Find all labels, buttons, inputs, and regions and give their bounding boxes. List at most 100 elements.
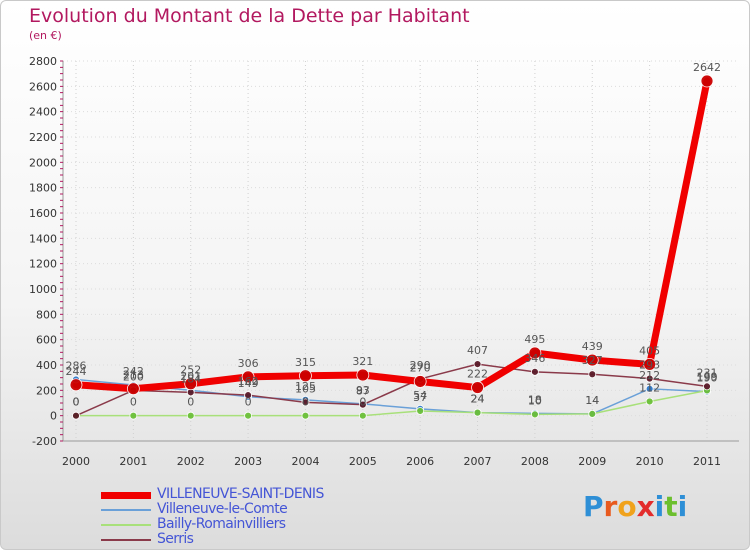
data-point-serris (358, 400, 367, 409)
data-label-villeneuve-le-comte: 24 (471, 393, 485, 406)
y-tick-label: 2000 (29, 156, 57, 169)
data-point-villeneuve-saint-denis (299, 369, 312, 383)
data-point-serris (244, 391, 252, 400)
data-point-villeneuve-saint-denis (126, 382, 140, 396)
y-tick-label: 2200 (29, 131, 57, 144)
data-label-serris: 346 (524, 352, 545, 365)
data-label-serris: 231 (697, 366, 718, 379)
data-point-villeneuve-saint-denis (241, 370, 255, 384)
data-label-villeneuve-saint-denis: 213 (123, 369, 144, 382)
data-label-bailly-romainvilliers: 0 (187, 396, 194, 409)
y-tick-label: 0 (50, 410, 57, 423)
y-tick-label: 1400 (29, 232, 57, 245)
data-label-villeneuve-saint-denis: 439 (582, 340, 603, 353)
x-tick-label: 2004 (291, 455, 319, 468)
legend-swatch-villeneuve-le-comte (101, 509, 151, 511)
legend-label-bailly-romainvilliers: Bailly-Romainvilliers (157, 516, 286, 532)
data-label-serris: 87 (356, 385, 370, 398)
logo-letter: o (617, 490, 637, 523)
data-label-bailly-romainvilliers: 0 (73, 396, 80, 409)
data-label-serris: 327 (582, 354, 603, 367)
data-label-serris: 184 (180, 372, 201, 385)
x-tick-label: 2005 (349, 455, 377, 468)
data-point-bailly-romainvilliers (588, 409, 597, 418)
data-point-villeneuve-saint-denis (184, 377, 198, 391)
logo-letter: t (664, 490, 678, 523)
series-line-villeneuve-saint-denis (72, 77, 711, 393)
data-label-villeneuve-saint-denis: 2642 (693, 61, 721, 74)
x-tick-label: 2002 (177, 455, 205, 468)
x-tick-label: 2008 (521, 455, 549, 468)
data-point-villeneuve-saint-denis (413, 375, 427, 388)
data-point-villeneuve-saint-denis (700, 74, 714, 88)
data-point-bailly-romainvilliers (531, 410, 539, 419)
data-point-serris (703, 382, 711, 391)
x-tick-label: 2009 (578, 455, 606, 468)
series-line-serris (75, 363, 708, 417)
logo-letter: P (583, 490, 604, 523)
y-tick-label: -200 (32, 435, 57, 448)
series-line-bailly-romainvilliers (75, 389, 708, 417)
data-label-serris: 0 (73, 396, 80, 409)
data-label-villeneuve-saint-denis: 244 (66, 365, 87, 378)
data-point-bailly-romainvilliers (129, 411, 138, 420)
data-label-bailly-romainvilliers: 24 (471, 393, 485, 406)
x-tick-label: 2011 (693, 455, 721, 468)
data-point-villeneuve-saint-denis (585, 353, 599, 367)
data-point-serris (473, 360, 482, 369)
data-point-serris (531, 367, 539, 376)
data-point-bailly-romainvilliers (473, 408, 482, 417)
y-tick-label: 600 (36, 334, 57, 347)
y-tick-label: 800 (36, 308, 57, 321)
data-label-villeneuve-le-comte: 190 (697, 372, 718, 385)
x-tick-label: 2007 (464, 455, 492, 468)
data-label-villeneuve-le-comte: 201 (180, 370, 201, 383)
data-point-villeneuve-saint-denis (356, 368, 370, 382)
data-label-bailly-romainvilliers: 14 (585, 394, 599, 407)
legend-swatch-serris (101, 539, 151, 541)
data-point-villeneuve-saint-denis (643, 357, 657, 371)
data-label-villeneuve-le-comte: 149 (238, 377, 259, 390)
data-label-villeneuve-le-comte: 286 (66, 359, 87, 372)
data-label-villeneuve-saint-denis: 495 (524, 333, 545, 346)
x-tick-label: 2001 (119, 455, 147, 468)
data-label-bailly-romainvilliers: 0 (245, 396, 252, 409)
data-label-bailly-romainvilliers: 0 (302, 396, 309, 409)
data-label-villeneuve-saint-denis: 315 (295, 356, 316, 369)
data-label-bailly-romainvilliers: 10 (528, 394, 542, 407)
data-label-bailly-romainvilliers: 37 (413, 391, 427, 404)
legend-label-villeneuve-saint-denis: VILLENEUVE-SAINT-DENIS (157, 486, 324, 502)
legend-label-villeneuve-le-comte: Villeneuve-le-Comte (157, 501, 288, 517)
y-tick-label: 400 (36, 359, 57, 372)
unit-label: (en €) (29, 29, 62, 42)
data-label-villeneuve-le-comte: 93 (356, 384, 370, 397)
data-label-bailly-romainvilliers: 199 (697, 370, 718, 383)
logo-letter: i (654, 490, 665, 523)
logo-letter: i (677, 490, 688, 523)
logo-letter: x (636, 490, 655, 523)
data-point-villeneuve-saint-denis (69, 378, 83, 392)
legend-label-serris: Serris (157, 531, 194, 547)
data-label-villeneuve-le-comte: 14 (585, 394, 599, 407)
data-label-serris: 293 (639, 359, 660, 372)
legend-swatch-bailly-romainvilliers (101, 524, 151, 526)
data-label-villeneuve-saint-denis: 321 (352, 355, 373, 368)
data-label-villeneuve-saint-denis: 405 (639, 344, 660, 357)
x-tick-label: 2000 (62, 455, 90, 468)
data-label-serris: 105 (295, 382, 316, 395)
data-label-bailly-romainvilliers: 112 (639, 381, 660, 394)
chart-title: Evolution du Montant de la Dette par Hab… (29, 5, 470, 27)
y-tick-label: 1000 (29, 283, 57, 296)
data-point-bailly-romainvilliers (645, 397, 654, 406)
y-tick-label: 1800 (29, 182, 57, 195)
data-label-serris: 407 (467, 344, 488, 357)
data-point-villeneuve-saint-denis (471, 381, 484, 394)
data-point-villeneuve-saint-denis (528, 346, 542, 360)
data-point-serris (72, 411, 80, 420)
data-point-bailly-romainvilliers (301, 411, 310, 420)
x-tick-label: 2006 (406, 455, 434, 468)
data-label-villeneuve-saint-denis: 270 (410, 361, 431, 374)
data-point-bailly-romainvilliers (416, 407, 425, 415)
data-label-villeneuve-le-comte: 242 (123, 365, 144, 378)
